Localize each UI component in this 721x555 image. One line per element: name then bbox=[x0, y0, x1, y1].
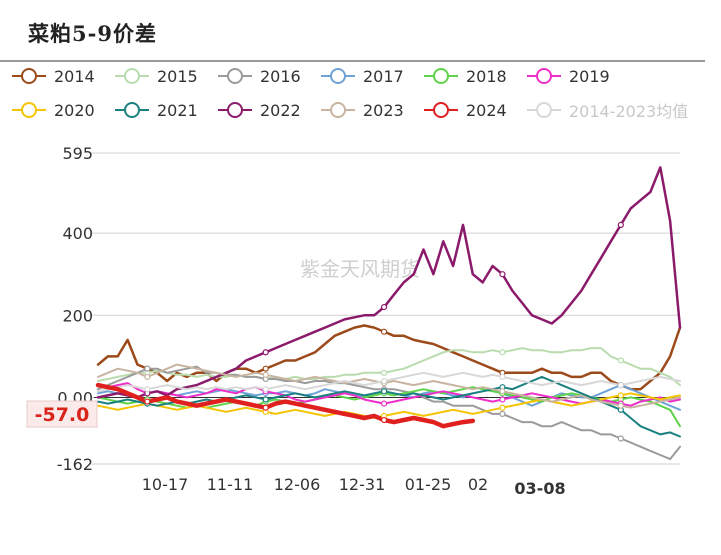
series-marker bbox=[144, 373, 151, 381]
x-tick-label: 12-06 bbox=[274, 475, 321, 494]
current-value-callout: -57.0 bbox=[26, 400, 98, 428]
legend-line-circle-icon bbox=[115, 68, 149, 84]
series-marker bbox=[617, 392, 624, 399]
series-marker bbox=[380, 377, 388, 385]
x-tick-label-highlight: 03-08 bbox=[514, 479, 565, 498]
series-marker bbox=[380, 416, 388, 424]
legend-item[interactable]: 2023 bbox=[319, 98, 404, 122]
legend-label: 2018 bbox=[466, 66, 507, 86]
x-tick-label: 11-11 bbox=[207, 475, 254, 494]
x-tick-label: 10-17 bbox=[142, 475, 189, 494]
y-tick-label: 200 bbox=[62, 306, 93, 325]
legend-label: 2017 bbox=[363, 66, 404, 86]
x-tick-label: 12-31 bbox=[339, 475, 386, 494]
series-marker bbox=[144, 386, 151, 393]
legend-line-circle-icon bbox=[115, 102, 149, 118]
current-value-box bbox=[26, 400, 98, 428]
x-axis: 10-17 11-11 12-06 12-31 01-25 02 03-08 bbox=[142, 475, 566, 498]
y-tick-label: 400 bbox=[62, 224, 93, 243]
series-marker bbox=[380, 400, 388, 407]
legend-label: 2021 bbox=[157, 100, 198, 120]
series-marker bbox=[499, 388, 506, 395]
series-marker bbox=[262, 396, 269, 403]
legend-label: 2020 bbox=[54, 100, 95, 120]
series-line-2024 bbox=[95, 382, 476, 429]
series-line-2021 bbox=[97, 375, 681, 438]
series-line-2014 bbox=[96, 324, 682, 391]
series-line-2023 bbox=[97, 363, 681, 409]
series-marker bbox=[380, 328, 388, 335]
legend-item[interactable]: 2014 bbox=[10, 64, 95, 88]
series-marker bbox=[262, 404, 269, 411]
legend-item[interactable]: 2022 bbox=[216, 98, 301, 122]
series-markers bbox=[144, 221, 624, 442]
chart-title: 菜粕5-9价差 bbox=[28, 21, 157, 46]
series-line-2016 bbox=[97, 365, 681, 461]
series-marker bbox=[499, 396, 506, 403]
series-marker bbox=[499, 404, 506, 411]
legend-item[interactable]: 2016 bbox=[216, 64, 301, 88]
series-lines bbox=[95, 166, 682, 461]
legend-line-circle-icon bbox=[218, 102, 252, 118]
legend-item[interactable]: 2024 bbox=[422, 98, 507, 122]
current-value-label: -57.0 bbox=[35, 404, 90, 426]
series-marker bbox=[262, 386, 269, 393]
series-marker bbox=[144, 365, 151, 372]
series-marker bbox=[262, 349, 269, 356]
series-marker bbox=[380, 303, 388, 311]
series-marker bbox=[617, 435, 624, 442]
series-marker bbox=[380, 369, 388, 376]
legend-label: 2023 bbox=[363, 100, 404, 120]
legend-line-circle-icon bbox=[12, 102, 46, 118]
series-marker bbox=[499, 373, 506, 381]
legend-label: 2014-2023均值 bbox=[569, 102, 689, 121]
legend-label: 2015 bbox=[157, 66, 198, 86]
legend-label: 2019 bbox=[569, 66, 610, 86]
legend-line-circle-icon bbox=[527, 102, 561, 118]
series-marker bbox=[617, 221, 624, 228]
x-tick-label: 02 bbox=[468, 475, 488, 494]
x-tick-label: 01-25 bbox=[405, 475, 452, 494]
legend-item[interactable]: 2015 bbox=[113, 64, 198, 88]
legend-line-circle-icon bbox=[527, 68, 561, 84]
legend-item[interactable]: 2018 bbox=[422, 64, 507, 88]
series-line-2014-2023均值 bbox=[97, 371, 681, 393]
legend-item[interactable]: 2014-2023均值 bbox=[525, 98, 688, 122]
title-divider bbox=[0, 60, 705, 62]
series-marker bbox=[617, 402, 624, 409]
legend-item[interactable]: 2019 bbox=[525, 64, 610, 88]
legend-item[interactable]: 2017 bbox=[319, 64, 404, 88]
series-marker bbox=[499, 410, 506, 417]
series-marker bbox=[499, 349, 506, 356]
legend-line-circle-icon bbox=[424, 68, 458, 84]
legend-line-circle-icon bbox=[321, 102, 355, 118]
series-marker bbox=[617, 357, 624, 364]
legend-label: 2024 bbox=[466, 100, 507, 120]
series-line-2015 bbox=[97, 347, 681, 387]
legend-line-circle-icon bbox=[321, 68, 355, 84]
series-marker bbox=[499, 271, 506, 278]
series-marker bbox=[380, 388, 388, 395]
series-marker bbox=[262, 365, 269, 372]
legend-label: 2016 bbox=[260, 66, 301, 86]
legend-item[interactable]: 2021 bbox=[113, 98, 198, 122]
series-line-2022 bbox=[96, 166, 682, 399]
legend-label: 2022 bbox=[260, 100, 301, 120]
legend-line-circle-icon bbox=[218, 68, 252, 84]
legend-line-circle-icon bbox=[424, 102, 458, 118]
y-tick-label: -162 bbox=[57, 455, 93, 474]
legend-item[interactable]: 2020 bbox=[10, 98, 95, 122]
legend-line-circle-icon bbox=[12, 68, 46, 84]
series-marker bbox=[262, 371, 269, 378]
series-marker bbox=[617, 382, 624, 389]
y-tick-label: 595 bbox=[62, 144, 93, 163]
legend-label: 2014 bbox=[54, 66, 95, 86]
watermark: 紫金天风期货 bbox=[300, 257, 420, 281]
series-marker bbox=[144, 398, 151, 405]
